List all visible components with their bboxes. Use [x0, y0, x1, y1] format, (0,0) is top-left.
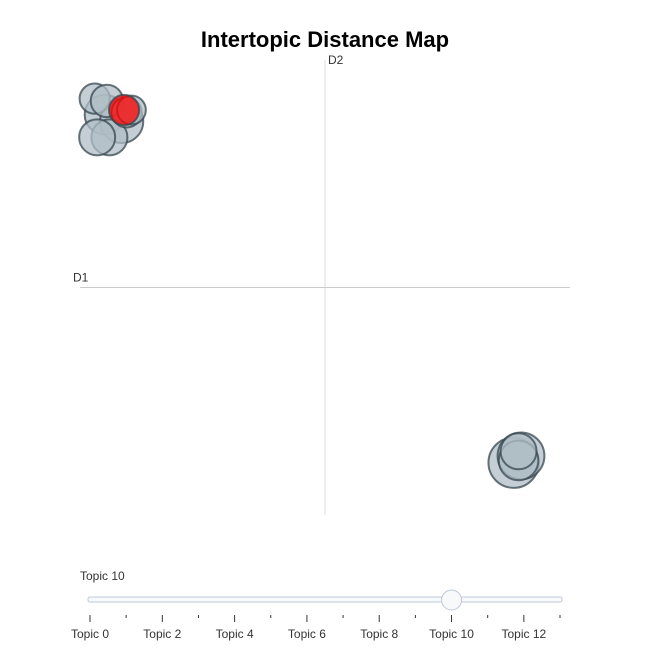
slider-ticks: Topic 0 Topic 2 Topic 4 Topic 6 Topic 8 Topic… [71, 615, 561, 641]
topic-bubbles [78, 82, 546, 489]
topic-bubble-3[interactable] [78, 118, 117, 157]
d1-axis-label: D1 [73, 271, 89, 285]
slider-tick-label: Topic 10 [429, 627, 474, 641]
slider-tick-label: Topic 12 [501, 627, 546, 641]
slider-tick-label: Topic 8 [360, 627, 398, 641]
slider-tick-label: Topic 6 [288, 627, 326, 641]
chart-title: Intertopic Distance Map [200, 27, 450, 52]
slider-tick-label: Topic 4 [216, 627, 254, 641]
slider-track[interactable] [87, 596, 563, 603]
slider-tick-label: Topic 0 [71, 627, 109, 641]
topic-bubble-12[interactable] [499, 432, 538, 471]
slider-handle[interactable] [441, 589, 463, 611]
topic-slider[interactable]: Topic 0 Topic 2 Topic 4 Topic 6 Topic 8 Topic… [0, 580, 650, 650]
intertopic-map: D2 D1 [73, 53, 570, 515]
slider-tick-label: Topic 2 [143, 627, 181, 641]
topic-bubble-10[interactable] [107, 93, 141, 127]
d2-axis-label: D2 [328, 53, 344, 67]
slider-current-label: Topic 10 [80, 569, 125, 583]
